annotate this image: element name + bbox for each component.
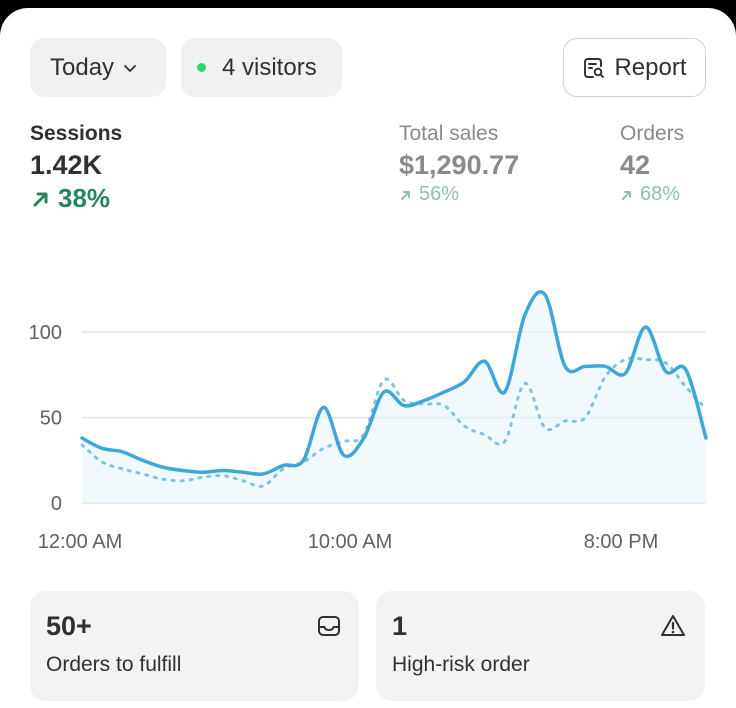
y-tick-label: 100 xyxy=(29,322,62,344)
period-label: Today xyxy=(50,53,115,81)
metric-change-value: 68% xyxy=(640,183,681,205)
x-tick-label: 12:00 AM xyxy=(38,531,123,553)
metric-change-value: 56% xyxy=(419,183,460,205)
tile-value: 50+ xyxy=(46,611,92,641)
live-dot-icon xyxy=(197,63,206,72)
chart-series-current xyxy=(80,290,708,477)
metric-orders[interactable]: Orders 42 68% xyxy=(620,122,684,206)
warning-icon xyxy=(661,615,685,636)
period-selector[interactable]: Today xyxy=(30,38,166,97)
metric-label: Total sales xyxy=(399,122,499,145)
visitors-label: 4 visitors xyxy=(222,53,317,81)
report-button[interactable]: Report xyxy=(563,38,706,97)
x-tick-label: 10:00 AM xyxy=(308,531,393,553)
metric-sessions[interactable]: Sessions 1.42K 38% xyxy=(30,122,122,214)
y-tick-label: 50 xyxy=(40,408,62,430)
metric-value: $1,290.77 xyxy=(399,150,520,180)
metric-label: Orders xyxy=(620,122,685,145)
metric-change-value: 38% xyxy=(58,183,111,213)
sessions-chart[interactable]: 100 50 0 12:00 AM 10:00 AM 8:00 PM xyxy=(0,288,736,558)
tile-value: 1 xyxy=(392,611,408,641)
x-tick-label: 8:00 PM xyxy=(584,531,658,553)
metric-change: 68% xyxy=(620,183,684,206)
metric-total-sales[interactable]: Total sales $1,290.77 56% xyxy=(399,122,519,206)
tile-high-risk-orders[interactable]: 1 High-risk order xyxy=(376,591,705,701)
report-label: Report xyxy=(614,53,687,81)
chevron-down-icon xyxy=(124,64,136,72)
live-visitors-button[interactable]: 4 visitors xyxy=(181,38,342,97)
arrow-up-right-icon xyxy=(401,190,410,200)
metric-change: 38% xyxy=(30,183,122,214)
y-tick-label: 0 xyxy=(51,493,62,515)
tile-label: High-risk order xyxy=(392,653,530,676)
metric-label: Sessions xyxy=(30,122,123,145)
arrow-up-right-icon xyxy=(33,192,48,206)
dashboard-card: Today 4 visitors Report Sessions 1.42K 3… xyxy=(0,8,736,708)
metric-value: 1.42K xyxy=(30,150,103,180)
report-icon xyxy=(584,57,605,78)
chart-series-comparison xyxy=(80,356,708,488)
tile-label: Orders to fulfill xyxy=(46,653,182,676)
tile-orders-to-fulfill[interactable]: 50+ Orders to fulfill xyxy=(30,591,359,701)
metric-change: 56% xyxy=(399,183,519,206)
metric-value: 42 xyxy=(620,150,651,180)
inbox-icon xyxy=(318,616,340,636)
arrow-up-right-icon xyxy=(622,190,631,200)
